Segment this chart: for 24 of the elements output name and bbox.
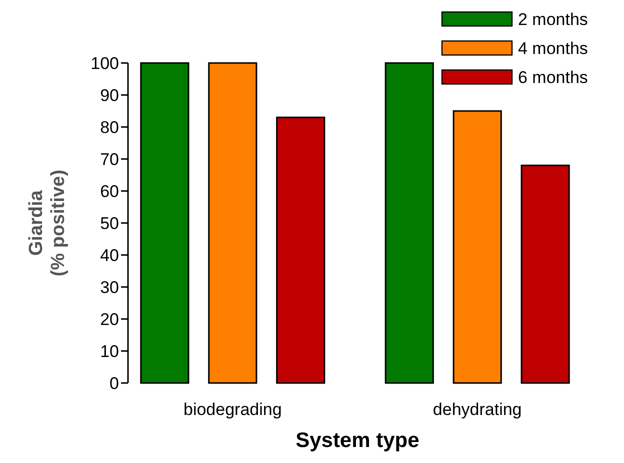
y-axis-title: Giardia (% positive) (26, 170, 69, 276)
legend-label: 2 months (518, 10, 588, 29)
bar (520, 164, 570, 384)
y-tick-label: 10 (100, 342, 119, 361)
y-tick-label: 50 (100, 214, 119, 233)
bar (276, 116, 326, 384)
y-tick-label: 40 (100, 246, 119, 265)
x-tick-label: biodegrading (183, 400, 282, 419)
bar (208, 62, 258, 384)
legend-label: 4 months (518, 39, 588, 58)
bar (140, 62, 190, 384)
y-tick-label: 100 (90, 54, 119, 73)
y-tick-label: 90 (100, 86, 119, 105)
y-tick-label: 60 (100, 182, 119, 201)
y-tick-label: 70 (100, 150, 119, 169)
bar (384, 62, 434, 384)
bar (452, 110, 502, 384)
y-tick-label: 30 (100, 278, 119, 297)
x-tick-label: dehydrating (432, 400, 522, 419)
y-tick-label: 0 (110, 374, 119, 393)
y-tick-label: 80 (100, 118, 119, 137)
y-tick-label: 20 (100, 310, 119, 329)
x-axis-title: System type (296, 429, 420, 452)
legend-label: 6 months (518, 68, 588, 87)
